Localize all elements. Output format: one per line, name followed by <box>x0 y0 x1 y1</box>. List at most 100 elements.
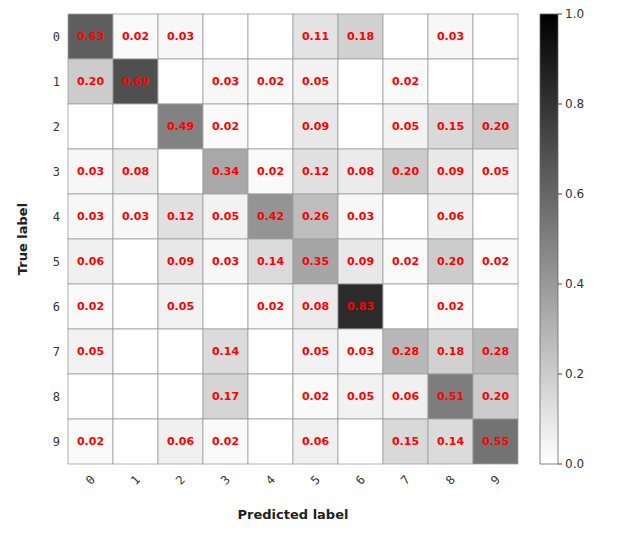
data-label: 0.02 <box>122 30 149 43</box>
data-label: 0.05 <box>482 165 509 178</box>
y-tick-label: 4 <box>53 210 60 224</box>
data-label: 0.20 <box>77 75 104 88</box>
data-label: 0.18 <box>347 30 374 43</box>
data-label: 0.34 <box>212 165 239 178</box>
data-label: 0.42 <box>257 210 284 223</box>
x-tick-label: 6 <box>353 472 368 487</box>
data-label: 0.09 <box>167 255 194 268</box>
heatmap-cell <box>383 284 428 329</box>
heatmap-cell <box>293 104 338 149</box>
heatmap-cell <box>293 59 338 104</box>
data-label: 0.02 <box>482 255 509 268</box>
heatmap-cell <box>248 104 293 149</box>
heatmap-cell <box>203 239 248 284</box>
heatmap-cell <box>203 374 248 419</box>
data-label: 0.02 <box>257 165 284 178</box>
heatmap-cell <box>338 149 383 194</box>
heatmap-cell <box>158 329 203 374</box>
data-label: 0.05 <box>392 120 419 133</box>
heatmap-cell <box>473 329 518 374</box>
data-label: 0.02 <box>257 300 284 313</box>
data-label: 0.35 <box>302 255 329 268</box>
data-label: 0.28 <box>482 345 509 358</box>
heatmap-cell <box>293 329 338 374</box>
x-tick-label: 7 <box>398 472 413 487</box>
data-label: 0.11 <box>302 30 329 43</box>
heatmap-cell <box>428 374 473 419</box>
heatmap-cell <box>473 59 518 104</box>
data-label: 0.03 <box>212 75 239 88</box>
heatmap-cell <box>158 239 203 284</box>
data-label: 0.08 <box>347 165 374 178</box>
data-label: 0.03 <box>212 255 239 268</box>
colorbar-tick-label: 0.0 <box>565 457 584 471</box>
heatmap-cell <box>293 284 338 329</box>
data-label: 0.02 <box>392 75 419 88</box>
heatmap-cell <box>68 329 113 374</box>
heatmap-cell <box>428 14 473 59</box>
heatmap-cell <box>158 374 203 419</box>
heatmap-cell <box>203 329 248 374</box>
y-tick-label: 8 <box>53 390 60 404</box>
heatmap-cell <box>248 284 293 329</box>
colorbar-tick <box>558 374 562 375</box>
data-label: 0.14 <box>212 345 239 358</box>
colorbar-tick <box>558 284 562 285</box>
heatmap-cell <box>293 14 338 59</box>
heatmap-cell <box>473 149 518 194</box>
heatmap-cell <box>203 284 248 329</box>
heatmap-cell <box>248 374 293 419</box>
data-label: 0.17 <box>212 390 239 403</box>
data-label: 0.83 <box>347 300 374 313</box>
data-label: 0.06 <box>302 435 329 448</box>
heatmap-cell <box>158 419 203 464</box>
data-label: 0.03 <box>347 345 374 358</box>
y-axis: 0123456789 <box>53 30 60 449</box>
heatmap-cell <box>113 239 158 284</box>
data-label: 0.05 <box>212 210 239 223</box>
data-label: 0.06 <box>77 255 104 268</box>
heatmap-cell <box>248 14 293 59</box>
heatmap-cell <box>383 104 428 149</box>
heatmap-cell <box>428 239 473 284</box>
x-tick-label: 5 <box>308 472 323 487</box>
data-label: 0.69 <box>122 75 149 88</box>
data-label: 0.12 <box>167 210 194 223</box>
colorbar-tick-label: 0.4 <box>565 277 584 291</box>
heatmap-cell <box>203 59 248 104</box>
heatmap-cell <box>68 374 113 419</box>
heatmap-cell <box>473 284 518 329</box>
data-label: 0.03 <box>437 30 464 43</box>
heatmap-cell <box>383 419 428 464</box>
heatmap-cell <box>473 104 518 149</box>
data-label: 0.06 <box>167 435 194 448</box>
data-label: 0.02 <box>212 435 239 448</box>
colorbar-tick-label: 0.6 <box>565 187 584 201</box>
chart: 0.630.020.030.110.180.030.200.690.030.02… <box>0 0 640 549</box>
heatmap-cell <box>113 329 158 374</box>
y-tick-label: 9 <box>53 435 60 449</box>
x-tick-label: 4 <box>263 472 278 487</box>
colorbar-tick <box>558 464 562 465</box>
data-label: 0.06 <box>437 210 464 223</box>
plot-area <box>68 14 518 464</box>
data-label: 0.14 <box>257 255 284 268</box>
heatmap-cell <box>338 284 383 329</box>
heatmap-cell <box>68 149 113 194</box>
data-label: 0.49 <box>167 120 194 133</box>
heatmap-cell <box>113 194 158 239</box>
heatmap-cell <box>428 284 473 329</box>
data-label: 0.08 <box>302 300 329 313</box>
data-label: 0.09 <box>437 165 464 178</box>
colorbar-tick-label: 0.8 <box>565 97 584 111</box>
data-label: 0.05 <box>167 300 194 313</box>
heatmap-cell <box>203 104 248 149</box>
heatmap-cell <box>158 149 203 194</box>
x-tick-label: 0 <box>83 472 98 487</box>
data-label: 0.12 <box>302 165 329 178</box>
heatmap-cell <box>293 194 338 239</box>
data-label: 0.28 <box>392 345 419 358</box>
cells <box>68 14 518 464</box>
y-tick-label: 0 <box>53 30 60 44</box>
data-label: 0.02 <box>392 255 419 268</box>
